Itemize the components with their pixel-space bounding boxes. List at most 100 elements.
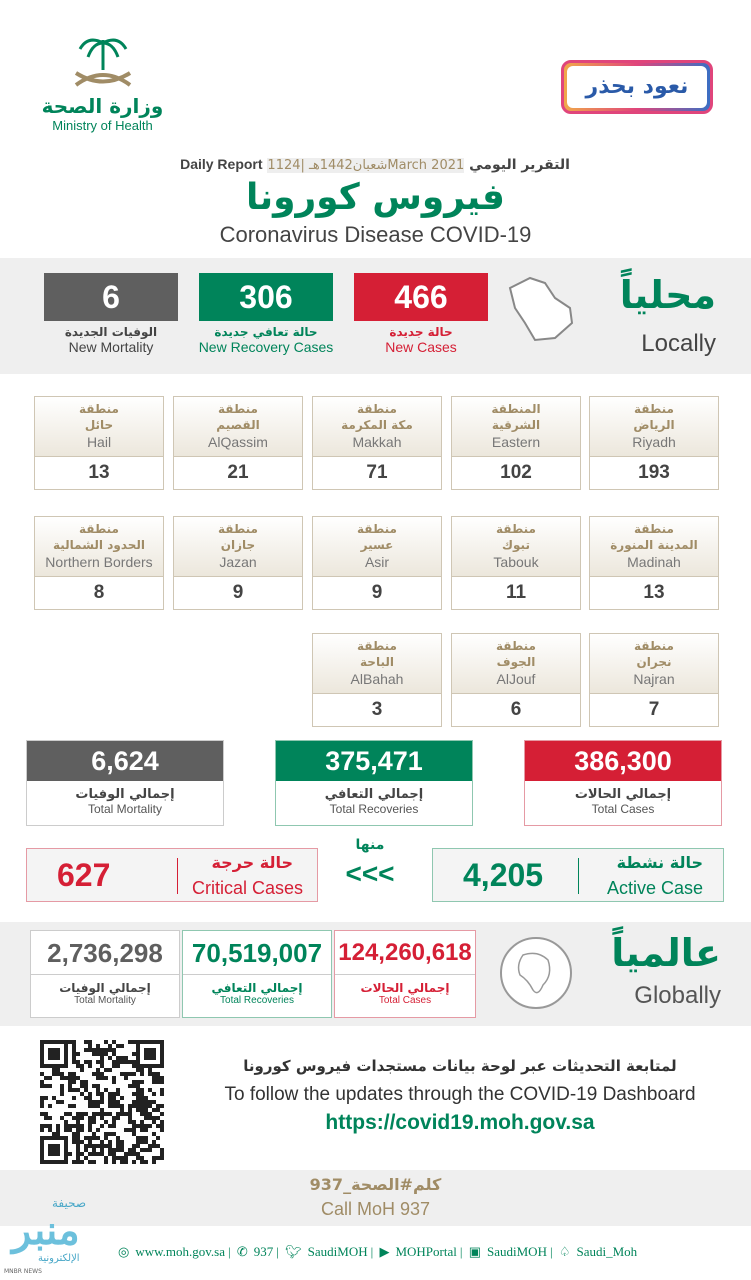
region-count: 6 <box>510 699 522 720</box>
region-count: 13 <box>88 462 110 483</box>
region-prefix: منطقة <box>218 402 258 416</box>
region-card: منطقة الحدود الشمالية Northern Borders 8 <box>34 516 164 610</box>
region-count: 21 <box>227 462 249 483</box>
region-name-ar: المدينة المنورة <box>610 538 698 552</box>
region-card: المنطقة الشرقية Eastern 102 <box>451 396 581 490</box>
region-count: 9 <box>371 582 383 603</box>
region-name-ar: الباحة <box>360 655 394 669</box>
dashboard-ar: لمتابعة التحديثات عبر لوحة بيانات مستجدا… <box>243 1057 677 1075</box>
region-name-en: AlQassim <box>208 434 268 450</box>
region-count: 7 <box>648 699 660 720</box>
watermark-mark: ﻣﻨﺒﺮ <box>12 1209 80 1253</box>
region-name-ar: حائل <box>84 418 114 432</box>
region-prefix: منطقة <box>357 402 397 416</box>
youtube-link[interactable]: MOHPortal <box>395 1244 457 1259</box>
twitter-link[interactable]: SaudiMOH <box>307 1244 368 1259</box>
footer-links: ◎ www.moh.gov.sa | ✆ 937 | 🐦︎ SaudiMOH | ▶ MOHP… <box>118 1244 638 1259</box>
region-name-ar: الرياض <box>633 418 675 432</box>
active-cases: 4,205 حالة نشطة Active Case <box>432 848 724 902</box>
watermark-bottom-text: الإلكترونية <box>38 1253 80 1264</box>
campaign-badge: نعود بحذر <box>561 60 713 114</box>
watermark-top-text: صحيفة <box>52 1196 87 1210</box>
region-name-ar: نجران <box>636 655 672 669</box>
region-name-ar: الجوف <box>496 655 536 669</box>
total-mortality: 6,624 إجمالي الوفيات Total Mortality <box>26 740 224 826</box>
region-prefix: منطقة <box>357 522 397 536</box>
of-which-label: منها <box>355 837 385 853</box>
new-recovery: 306 حالة تعافي جديدة New Recovery Cases <box>199 273 333 355</box>
region-prefix: منطقة <box>634 522 674 536</box>
global-label-ar: عالمياً <box>611 931 721 975</box>
saudi-map-icon <box>508 276 574 342</box>
global-recoveries: 70,519,007 إجمالي التعافي Total Recoveries <box>182 930 332 1018</box>
arrows-icon: <<< <box>345 858 395 889</box>
region-count: 102 <box>500 462 532 483</box>
region-card: منطقة نجران Najran 7 <box>589 633 719 727</box>
region-name-ar: جازان <box>220 538 256 552</box>
region-card: منطقة الجوف AlJouf 6 <box>451 633 581 727</box>
call-en: Call MoH 937 <box>320 1199 431 1219</box>
call-band <box>0 1170 751 1226</box>
phone-link[interactable]: 937 <box>253 1244 274 1259</box>
region-name-en: Najran <box>633 671 675 687</box>
watermark-logo: صحيفة ﻣﻨﺒﺮ الإلكترونية MNBR NEWS <box>4 1196 104 1280</box>
region-count: 13 <box>643 582 665 603</box>
region-count: 193 <box>638 462 670 483</box>
region-name-en: AlBahah <box>350 671 404 687</box>
region-card: منطقة جازان Jazan 9 <box>173 516 303 610</box>
region-name-ar: تبوك <box>502 538 530 552</box>
qr-code[interactable] <box>40 1040 164 1164</box>
moh-logo: وزارة الصحة Ministry of Health <box>40 35 165 133</box>
region-count: 8 <box>93 582 105 603</box>
palm-swords-icon <box>74 38 131 87</box>
snapchat-link[interactable]: Saudi_Moh <box>576 1244 638 1259</box>
total-recoveries: 375,471 إجمالي التعافي Total Recoveries <box>275 740 473 826</box>
new-cases: 466 حالة جديدة New Cases <box>354 273 488 355</box>
region-name-en: Madinah <box>627 554 681 570</box>
region-count: 3 <box>371 699 383 720</box>
region-name-en: Asir <box>364 554 390 570</box>
globe-icon: ◎ <box>118 1244 130 1259</box>
website-link[interactable]: www.moh.gov.sa <box>135 1244 226 1259</box>
region-name-en: Riyadh <box>632 434 676 450</box>
report-line: Daily Report 11شعبان1442هـ |24March 2021… <box>180 156 570 173</box>
region-card: منطقة الباحة AlBahah 3 <box>312 633 442 727</box>
region-card: منطقة عسير Asir 9 <box>312 516 442 610</box>
global-label-en: Globally <box>634 982 721 1009</box>
total-cases: 386,300 إجمالي الحالات Total Cases <box>524 740 722 826</box>
facebook-link[interactable]: SaudiMOH <box>487 1244 547 1259</box>
region-card: منطقة حائل Hail 13 <box>34 396 164 490</box>
global-cases: 124,260,618 إجمالي الحالات Total Cases <box>334 930 476 1018</box>
region-prefix: المنطقة <box>491 402 541 416</box>
region-name-ar: عسير <box>360 538 394 552</box>
region-prefix: منطقة <box>79 522 119 536</box>
region-card: منطقة المدينة المنورة Madinah 13 <box>589 516 719 610</box>
region-name-en: Jazan <box>219 554 257 570</box>
snapchat-icon: ♤ <box>558 1244 571 1259</box>
dashboard-en: To follow the updates through the COVID-… <box>224 1084 696 1105</box>
region-name-en: AlJouf <box>496 671 536 687</box>
region-name-ar: القصيم <box>216 418 260 432</box>
region-prefix: منطقة <box>218 522 258 536</box>
phone-icon: ✆ <box>236 1244 248 1259</box>
ministry-name-ar: وزارة الصحة <box>41 94 164 118</box>
region-card: منطقة القصيم AlQassim 21 <box>173 396 303 490</box>
region-name-en: Makkah <box>352 434 402 450</box>
region-prefix: منطقة <box>357 639 397 653</box>
region-prefix: منطقة <box>496 639 536 653</box>
region-count: 9 <box>232 582 244 603</box>
facebook-icon: ▣ <box>468 1244 482 1259</box>
title-ar: فيروس كورونا <box>246 177 505 218</box>
region-prefix: منطقة <box>79 402 119 416</box>
region-prefix: منطقة <box>634 402 674 416</box>
region-name-en: Hail <box>86 434 112 450</box>
region-name-en: Eastern <box>491 434 541 450</box>
region-name-ar: مكة المكرمة <box>341 418 413 432</box>
critical-cases: 627 حالة حرجة Critical Cases <box>26 848 318 902</box>
region-count: 71 <box>366 462 388 483</box>
region-name-en: Northern Borders <box>45 554 153 570</box>
title-en: Coronavirus Disease COVID-19 <box>219 222 532 247</box>
region-card: منطقة مكة المكرمة Makkah 71 <box>312 396 442 490</box>
region-name-en: Tabouk <box>493 554 539 570</box>
dashboard-link[interactable]: https://covid19.moh.gov.sa <box>325 1111 595 1134</box>
